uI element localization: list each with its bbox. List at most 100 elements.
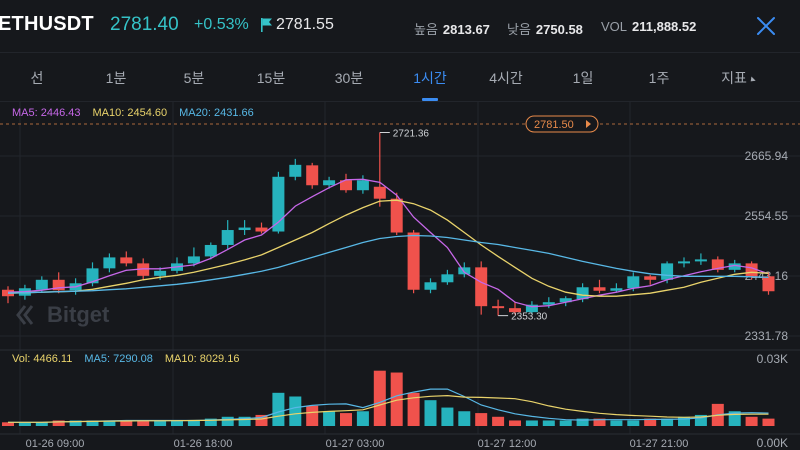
volume-bar: [238, 416, 251, 426]
candle-body: [306, 165, 319, 186]
max-annotation-label: 2721.36: [393, 128, 430, 139]
min-annotation-label: 2353.30: [511, 312, 548, 323]
ma10-legend: MA10: 2454.60: [92, 107, 168, 119]
volume-bar: [187, 420, 200, 426]
ma-line-ma10: [7, 199, 769, 297]
candle-body: [52, 279, 65, 291]
tab-5m[interactable]: 5분: [183, 70, 205, 86]
candle-body: [340, 180, 352, 191]
tab-1d[interactable]: 1일: [572, 70, 594, 86]
tab-1h[interactable]: 1시간: [413, 70, 447, 86]
volume-bar: [52, 420, 65, 426]
candle-body: [644, 276, 657, 280]
high-value: 2813.67: [442, 22, 490, 37]
change-percent: +0.53%: [194, 16, 249, 33]
candle-body: [627, 276, 640, 289]
time-axis-label: 01-26 09:00: [26, 438, 85, 450]
volume-bar: [120, 420, 133, 426]
candle-body: [593, 287, 606, 291]
ma5-legend: MA5: 2446.43: [12, 107, 81, 119]
volume-bar: [762, 418, 775, 426]
candle-body: [35, 279, 48, 290]
volume-bar: [272, 392, 285, 426]
volume-bar: [221, 416, 234, 426]
candle-body: [559, 298, 572, 303]
candle-body: [103, 257, 116, 269]
high-label: 높음: [414, 22, 438, 37]
volume-stat: VOL 211,888.52: [601, 19, 696, 34]
volume-bar: [154, 420, 167, 426]
volume-bar: [86, 420, 99, 426]
volume-bar: [458, 411, 471, 426]
candle-body: [458, 267, 471, 275]
volume-ma-line-ma10: [8, 394, 769, 423]
candle-body: [762, 276, 775, 292]
volume-bar: [610, 420, 623, 426]
timeframe-tabs: 선 1분 5분 15분 30분 1시간 4시간 1일 1주 지표: [0, 52, 800, 102]
volume-label: VOL: [601, 19, 628, 34]
candle-body: [424, 282, 437, 290]
vol-ma5-legend: MA5: 7290.08: [84, 353, 153, 365]
volume-bar: [306, 405, 319, 426]
tab-indicators[interactable]: 지표: [721, 68, 756, 88]
tab-4h[interactable]: 4시간: [489, 70, 523, 86]
volume-bar: [289, 396, 302, 426]
tab-1w[interactable]: 1주: [648, 70, 670, 86]
last-price: 2781.40: [110, 14, 179, 35]
candle-body: [323, 180, 336, 186]
volume-bar: [340, 413, 352, 426]
volume-bar: [661, 418, 674, 426]
volume-bar: [323, 411, 336, 426]
volume-bar: [69, 420, 82, 426]
close-icon[interactable]: [754, 14, 778, 38]
volume-bar: [475, 413, 488, 426]
candle-body: [289, 164, 302, 177]
tab-30m[interactable]: 30분: [334, 70, 364, 86]
tab-line[interactable]: 선: [30, 70, 44, 86]
volume-bar: [542, 420, 555, 426]
candlestick-chart[interactable]: 2781.502665.942554.552443.162331.780.03K…: [0, 102, 800, 450]
time-axis-label: 01-27 21:00: [630, 438, 689, 450]
price-axis-label: 2665.94: [745, 149, 789, 163]
mark-price: 2781.55: [260, 16, 334, 34]
tab-15m[interactable]: 15분: [256, 70, 286, 86]
low-label: 낮음: [507, 22, 531, 37]
low-stat: 낮음 2750.58: [507, 19, 583, 38]
flag-icon: [261, 18, 272, 32]
ma-line-ma20: [7, 234, 769, 294]
volume-bar: [390, 372, 403, 426]
ma20-legend: MA20: 2431.66: [179, 107, 254, 119]
bitget-logo-icon: [16, 305, 34, 325]
tab-1m[interactable]: 1분: [105, 70, 127, 86]
volume-axis-label: 0.00K: [757, 436, 788, 450]
candle-body: [576, 287, 589, 300]
time-axis-label: 01-26 18:00: [174, 438, 233, 450]
volume-bar: [424, 400, 437, 426]
candle-body: [407, 232, 420, 290]
volume-bar: [373, 370, 386, 426]
candle-body: [221, 230, 234, 245]
bitget-watermark: Bitget: [16, 302, 109, 328]
volume-bar: [407, 392, 420, 426]
volume-bar: [18, 422, 31, 426]
ticker-header: ETHUSDT 2781.40 +0.53% 2781.55 높음 2813.67…: [0, 0, 800, 52]
volume-bar: [492, 416, 505, 426]
volume-bar: [576, 418, 589, 426]
volume-bar: [204, 418, 217, 426]
volume-bar: [441, 407, 454, 426]
candle-body: [356, 180, 369, 191]
volume-bar: [678, 416, 690, 426]
volume-bar: [171, 420, 183, 426]
price-axis-label: 2331.78: [745, 329, 789, 343]
candle-body: [441, 274, 454, 283]
symbol-title[interactable]: ETHUSDT: [0, 13, 94, 35]
vol-ma10-legend: MA10: 8029.16: [164, 353, 240, 365]
candle-body: [711, 259, 724, 270]
volume-bar: [694, 414, 707, 426]
volume-ma-line-ma5: [8, 388, 769, 423]
candle-body: [694, 259, 707, 262]
current-price-tag-label: 2781.50: [534, 119, 574, 131]
candle-body: [272, 176, 285, 232]
candle-body: [373, 186, 386, 199]
volume-axis-label: 0.03K: [757, 352, 788, 366]
